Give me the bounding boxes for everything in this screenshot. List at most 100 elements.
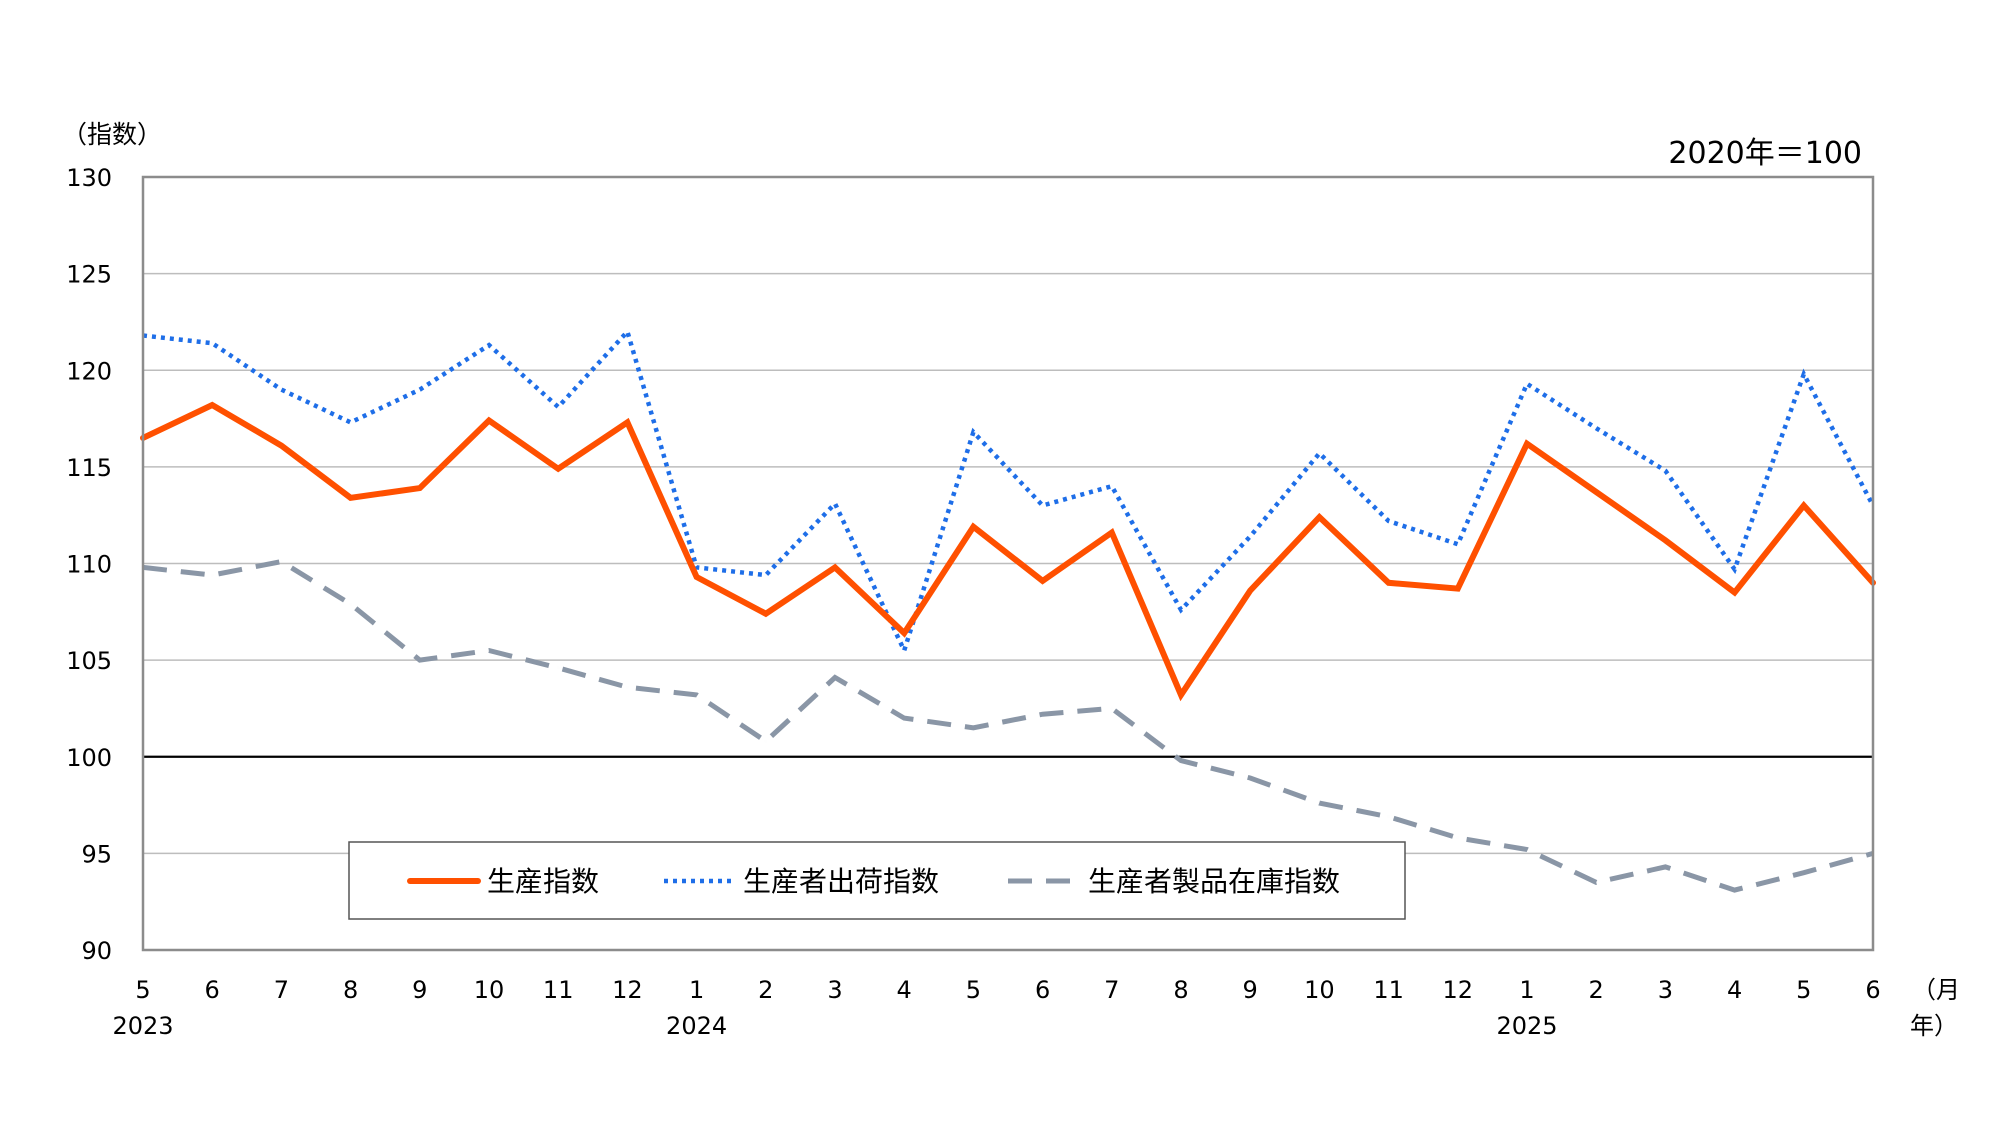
data-point-inventory — [695, 693, 698, 696]
x-tick-label: 9 — [1243, 976, 1258, 1004]
data-point-production — [418, 487, 421, 490]
y-tick-label: 95 — [81, 840, 112, 868]
data-point-inventory — [280, 560, 283, 563]
data-point-shipment — [1180, 608, 1183, 611]
data-point-shipment — [834, 502, 837, 505]
x-tick-label: 5 — [1796, 976, 1811, 1004]
data-point-shipment — [972, 431, 975, 434]
data-point-inventory — [211, 574, 214, 577]
data-point-shipment — [903, 649, 906, 652]
x-tick-label: 5 — [966, 976, 981, 1004]
y-tick-label: 115 — [66, 454, 112, 482]
data-point-production — [349, 496, 352, 499]
data-point-shipment — [488, 344, 491, 347]
data-point-production — [1526, 442, 1529, 445]
x-tick-label: 7 — [274, 976, 289, 1004]
data-point-inventory — [557, 666, 560, 669]
x-unit-month: （月 — [1912, 976, 1960, 1004]
data-point-production — [280, 444, 283, 447]
x-year-label: 2024 — [666, 1012, 727, 1040]
x-year-label: 2025 — [1496, 1012, 1557, 1040]
x-tick-label: 1 — [1519, 976, 1534, 1004]
data-point-inventory — [903, 717, 906, 720]
data-point-shipment — [1456, 543, 1459, 546]
grid-lines — [143, 272, 1873, 855]
base-year-note: 2020年＝100 — [1668, 136, 1862, 171]
data-point-inventory — [1526, 848, 1529, 851]
data-point-inventory — [972, 726, 975, 729]
data-point-inventory — [1595, 881, 1598, 884]
data-point-shipment — [1595, 427, 1598, 430]
series-line-production — [140, 401, 1876, 702]
legend-label-production: 生産指数 — [487, 865, 599, 898]
data-point-production — [1180, 693, 1183, 696]
data-point-shipment — [349, 421, 352, 424]
x-tick-label: 6 — [1865, 976, 1880, 1004]
data-point-inventory — [1664, 865, 1667, 868]
data-point-shipment — [557, 405, 560, 408]
x-tick-label: 1 — [689, 976, 704, 1004]
data-point-production — [1456, 587, 1459, 590]
y-tick-label: 125 — [66, 261, 112, 289]
data-point-production — [1110, 531, 1113, 534]
data-point-inventory — [834, 676, 837, 679]
data-point-shipment — [1041, 504, 1044, 507]
series-line-shipment — [142, 327, 1875, 657]
data-point-production — [1733, 591, 1736, 594]
x-tick-label: 12 — [612, 976, 643, 1004]
data-point-shipment — [1733, 568, 1736, 571]
x-tick-label: 10 — [1304, 976, 1335, 1004]
x-tick-label: 8 — [343, 976, 358, 1004]
data-point-production — [557, 467, 560, 470]
data-point-production — [972, 525, 975, 528]
data-point-inventory — [1041, 713, 1044, 716]
data-point-shipment — [1802, 373, 1805, 376]
y-tick-label: 120 — [66, 357, 112, 385]
x-tick-label: 2 — [1589, 976, 1604, 1004]
legend-box — [348, 841, 1406, 920]
x-tick-label: 12 — [1443, 976, 1474, 1004]
data-point-inventory — [1180, 759, 1183, 762]
y-tick-label: 130 — [66, 164, 112, 192]
x-tick-label: 10 — [474, 976, 505, 1004]
x-tick-label: 6 — [1035, 976, 1050, 1004]
x-tick-label: 4 — [897, 976, 912, 1004]
x-tick-label: 5 — [135, 976, 150, 1004]
x-tick-label: 7 — [1104, 976, 1119, 1004]
data-point-production — [1664, 539, 1667, 542]
data-point-production — [1041, 579, 1044, 582]
y-axis-tick-labels: 130 125 120 115 110 105 100 95 90 — [66, 164, 112, 965]
x-tick-label: 3 — [1658, 976, 1673, 1004]
data-point-shipment — [1526, 382, 1529, 385]
data-point-inventory — [764, 740, 767, 743]
data-point-inventory — [488, 649, 491, 652]
data-point-shipment — [1664, 469, 1667, 472]
data-point-shipment — [626, 330, 629, 333]
x-tick-label: 3 — [827, 976, 842, 1004]
x-tick-label: 6 — [205, 976, 220, 1004]
data-point-shipment — [1387, 519, 1390, 522]
x-unit-year: 年） — [1910, 1012, 1958, 1040]
data-point-production — [488, 419, 491, 422]
data-point-inventory — [1110, 707, 1113, 710]
data-point-production — [1387, 581, 1390, 584]
data-point-inventory — [1802, 871, 1805, 874]
legend: 生産指数 生産者出荷指数 生産者製品在庫指数 — [348, 841, 1406, 920]
legend-label-inventory: 生産者製品在庫指数 — [1088, 865, 1340, 898]
data-point-production — [1249, 589, 1252, 592]
data-point-shipment — [1249, 535, 1252, 538]
data-point-shipment — [418, 388, 421, 391]
data-point-production — [834, 566, 837, 569]
data-point-production — [1595, 490, 1598, 493]
x-tick-label: 2 — [758, 976, 773, 1004]
data-point-production — [626, 421, 629, 424]
y-tick-label: 105 — [66, 647, 112, 675]
data-point-inventory — [418, 659, 421, 662]
data-point-production — [1802, 504, 1805, 507]
data-point-shipment — [1110, 485, 1113, 488]
data-point-inventory — [1318, 802, 1321, 805]
data-point-production — [211, 404, 214, 407]
y-tick-label: 100 — [66, 744, 112, 772]
y-tick-label: 110 — [66, 551, 112, 579]
